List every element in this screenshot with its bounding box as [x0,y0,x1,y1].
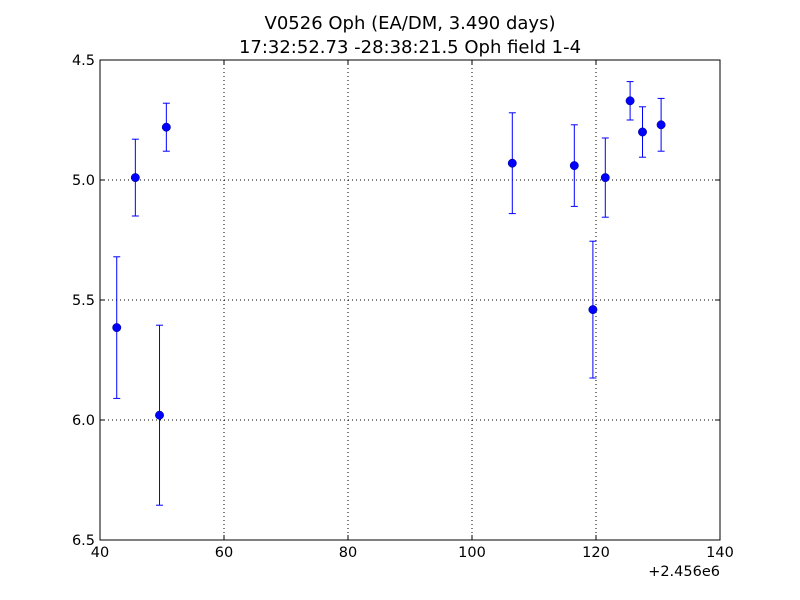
x-tick-label: 120 [582,545,610,561]
data-point [155,410,164,420]
y-tick-labels: 4.5 5.0 5.5 6.0 6.5 [72,53,95,549]
y-tick-label: 4.5 [72,53,95,69]
y-tick-label: 6.5 [72,533,95,549]
grid-lines [100,60,720,540]
x-tick-labels: 40 60 80 100 120 140 [91,545,734,561]
data-point [112,323,122,333]
y-tick-label: 6.0 [72,413,95,429]
x-tick-label: 140 [706,545,734,561]
data-point [625,96,635,106]
x-tick-label: 80 [339,545,357,561]
data-point [600,173,610,183]
data-point [656,120,666,130]
data-point [507,158,517,168]
y-tick-label: 5.0 [72,173,95,189]
error-bars [113,81,665,506]
chart-title-line-1: V0526 Oph (EA/DM, 3.490 days) [265,13,556,34]
data-point [130,173,140,183]
x-tick-label: 60 [215,545,233,561]
chart-title-line-2: 17:32:52.73 -28:38:21.5 Oph field 1-4 [239,37,581,58]
y-tick-label: 5.5 [72,293,95,309]
data-point [569,161,579,171]
x-axis-offset-label: +2.456e6 [648,564,720,580]
x-tick-label: 40 [91,545,109,561]
data-points [112,96,666,420]
plot-frame [99,59,721,541]
data-point [588,305,598,315]
data-point [638,127,647,137]
x-tick-label: 100 [458,545,486,561]
data-point [161,122,171,132]
